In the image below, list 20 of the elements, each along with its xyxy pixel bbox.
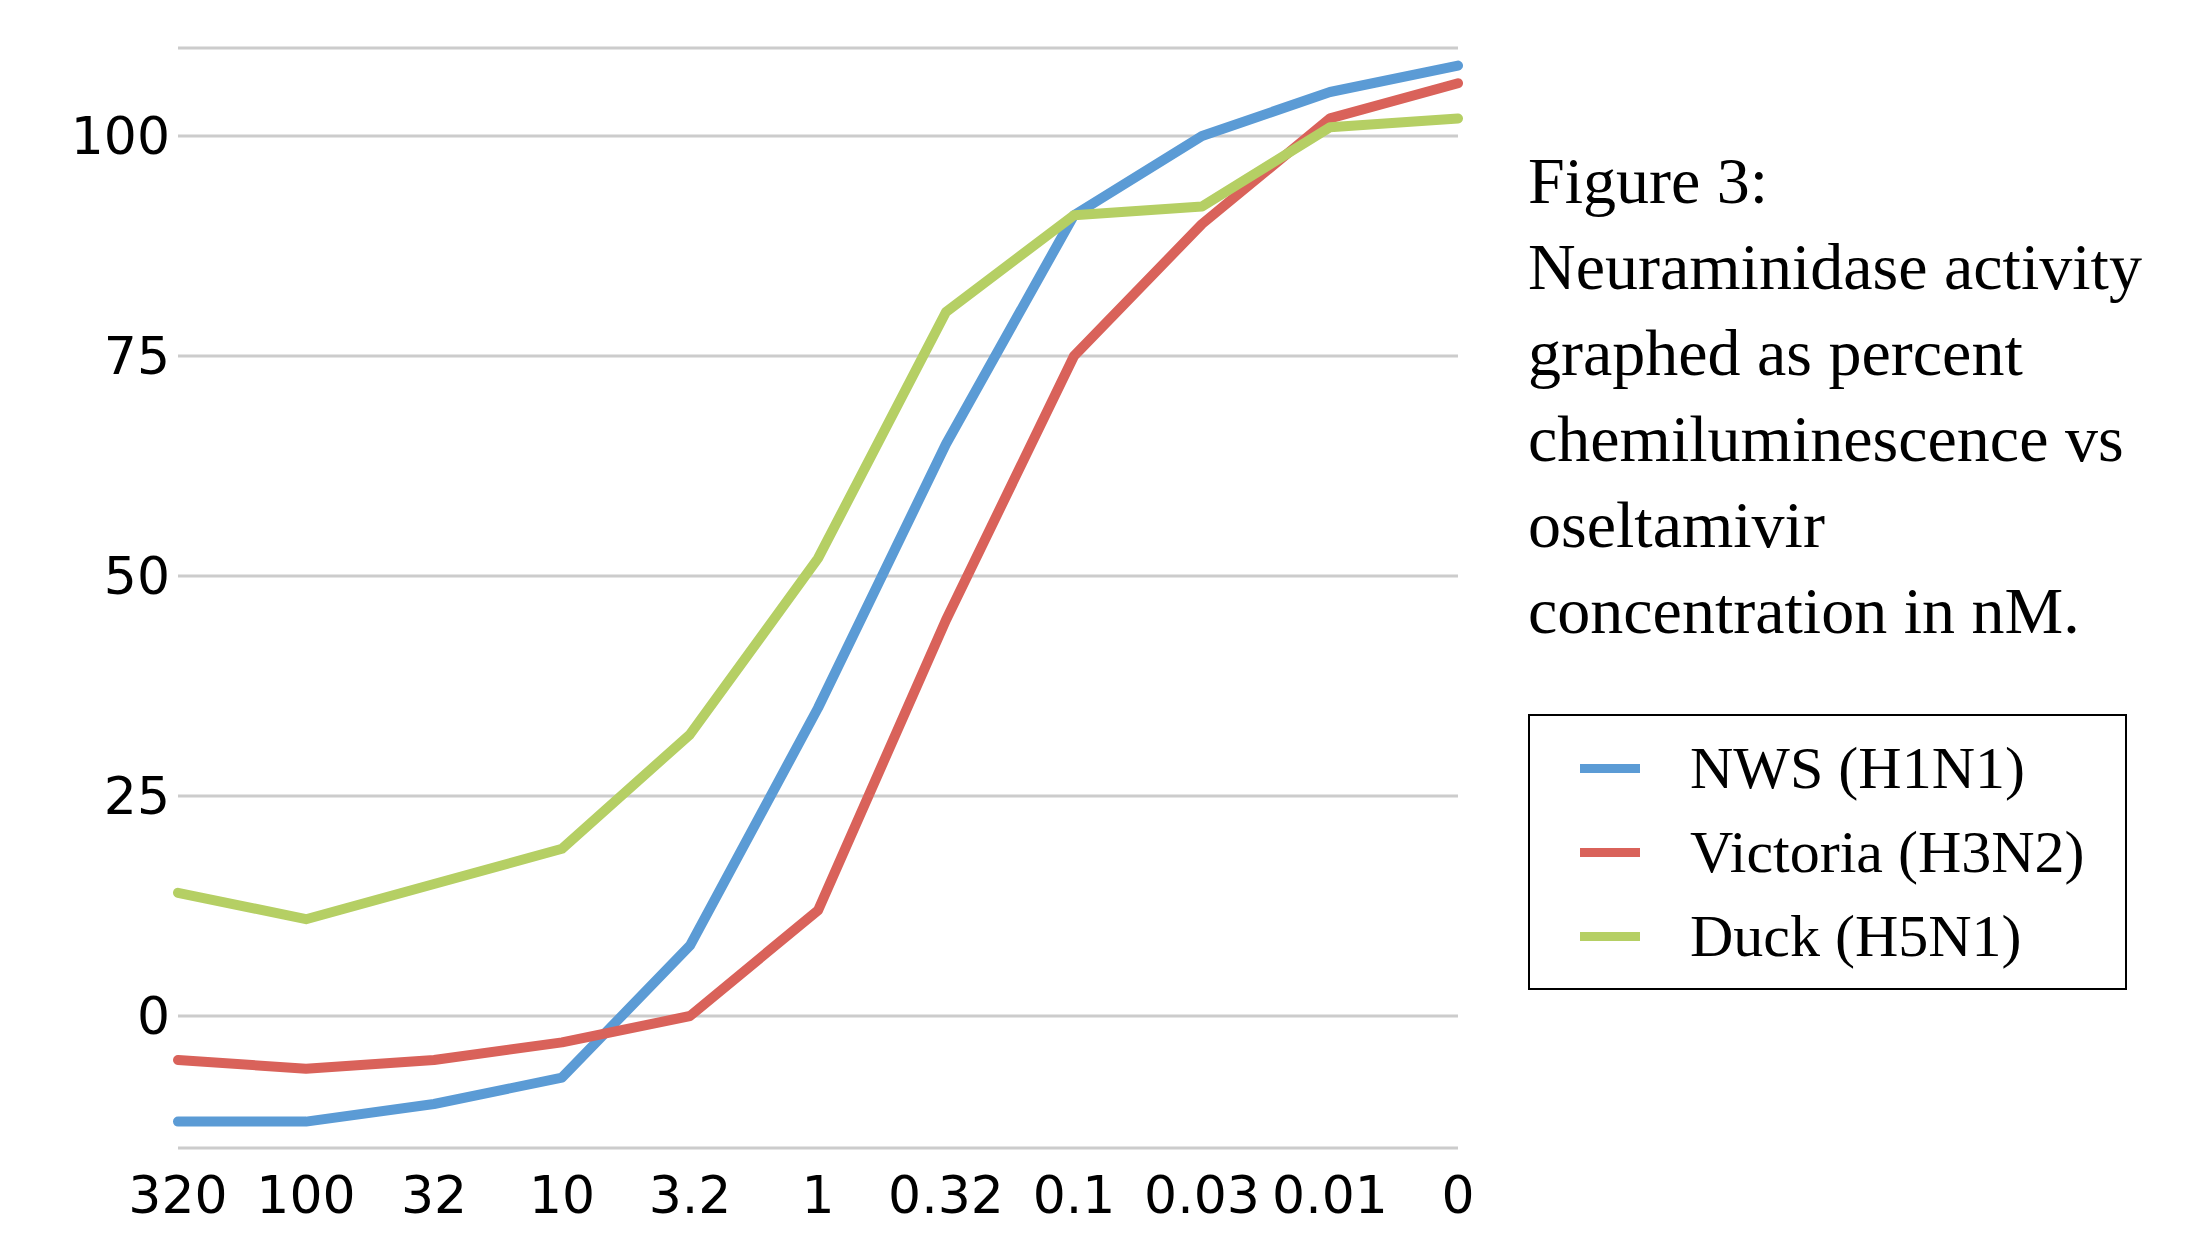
legend-label: NWS (H1N1) bbox=[1690, 734, 2025, 803]
x-tick-label: 100 bbox=[256, 1164, 356, 1225]
x-tick-label: 0.01 bbox=[1272, 1164, 1388, 1225]
y-tick-label: 100 bbox=[70, 106, 170, 167]
x-tick-label: 32 bbox=[400, 1164, 468, 1225]
x-tick-label: 0.32 bbox=[888, 1164, 1004, 1225]
legend-label: Duck (H5N1) bbox=[1690, 902, 2022, 971]
y-tick-label: 75 bbox=[103, 326, 170, 387]
y-tick-label: 25 bbox=[103, 766, 170, 827]
x-tick-label: 0.1 bbox=[1032, 1164, 1116, 1225]
x-tick-label: 0.03 bbox=[1144, 1164, 1260, 1225]
x-tick-label: 320 bbox=[128, 1164, 228, 1225]
text: Figure 3: Neuraminidase activity graphed as percent chemiluminescence vs oseltamivir concentration in nM. bbox=[1528, 143, 2143, 649]
y-tick-label: 50 bbox=[103, 546, 170, 607]
x-tick-label: 1 bbox=[801, 1164, 835, 1225]
x-tick-label: 0 bbox=[1441, 1164, 1475, 1225]
legend-label: Victoria (H3N2) bbox=[1690, 818, 2085, 887]
y-tick-label: 0 bbox=[136, 986, 170, 1047]
x-tick-label: 3.2 bbox=[648, 1164, 732, 1225]
x-tick-label: 10 bbox=[528, 1164, 596, 1225]
